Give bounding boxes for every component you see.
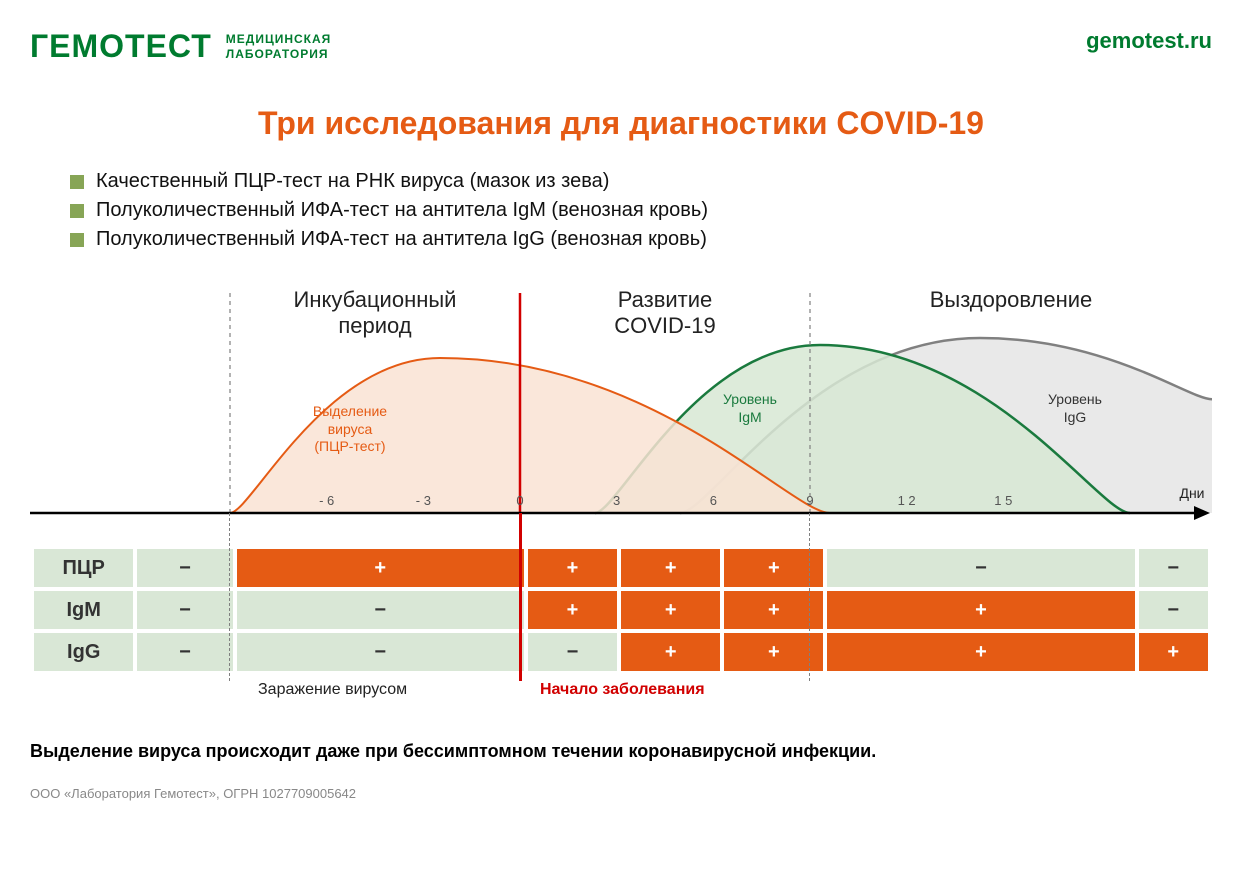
row-header: IgM bbox=[34, 591, 133, 629]
chart-label: Выделениевируса(ПЦР-тест) bbox=[295, 403, 405, 456]
svg-text:0: 0 bbox=[516, 493, 523, 508]
cell-positive: + bbox=[621, 591, 720, 629]
cell-positive: + bbox=[827, 591, 1134, 629]
bullet-marker-icon bbox=[70, 233, 84, 247]
cell-positive: + bbox=[621, 549, 720, 587]
cell-negative: − bbox=[237, 633, 524, 671]
table-row: IgG−−−++++ bbox=[34, 633, 1208, 671]
bullet-item: Полуколичественный ИФА-тест на антитела … bbox=[70, 228, 1212, 251]
diagnostic-timeline-chart: - 6 - 3 0 3 6 9 1 2 1 5 Инкубационныйпериод Разв… bbox=[30, 283, 1212, 543]
bullet-text: Качественный ПЦР-тест на РНК вируса (маз… bbox=[96, 170, 609, 193]
cell-positive: + bbox=[827, 633, 1134, 671]
cell-positive: + bbox=[528, 549, 617, 587]
site-url: gemotest.ru bbox=[1086, 28, 1212, 54]
bullet-text: Полуколичественный ИФА-тест на антитела … bbox=[96, 228, 707, 251]
chart-label: УровеньIgM bbox=[695, 391, 805, 426]
bullet-list: Качественный ПЦР-тест на РНК вируса (маз… bbox=[70, 170, 1212, 251]
svg-text:1 2: 1 2 bbox=[898, 493, 916, 508]
table-row: IgM−−++++− bbox=[34, 591, 1208, 629]
timeline-annotations: Заражение вирусом Начало заболевания bbox=[30, 681, 1212, 711]
footnote: Выделение вируса происходит даже при бес… bbox=[30, 741, 1212, 762]
svg-text:3: 3 bbox=[613, 493, 620, 508]
svg-text:9: 9 bbox=[806, 493, 813, 508]
results-table: ПЦР−++++−−IgM−−++++−IgG−−−++++ bbox=[30, 545, 1212, 675]
cell-negative: − bbox=[137, 591, 232, 629]
logo: ГЕМОТЕСТ МЕДИЦИНСКАЯ ЛАБОРАТОРИЯ bbox=[30, 28, 331, 65]
cell-negative: − bbox=[1139, 591, 1208, 629]
bullet-item: Полуколичественный ИФА-тест на антитела … bbox=[70, 199, 1212, 222]
infection-label: Заражение вирусом bbox=[258, 681, 407, 699]
row-header: IgG bbox=[34, 633, 133, 671]
cell-positive: + bbox=[1139, 633, 1208, 671]
cell-negative: − bbox=[827, 549, 1134, 587]
logo-sub-line1: МЕДИЦИНСКАЯ bbox=[226, 32, 332, 47]
cell-negative: − bbox=[137, 549, 232, 587]
vertical-divider bbox=[229, 513, 230, 681]
chart-label: РазвитиеCOVID-19 bbox=[545, 287, 785, 339]
svg-text:6: 6 bbox=[710, 493, 717, 508]
cell-negative: − bbox=[528, 633, 617, 671]
table-row: ПЦР−++++−− bbox=[34, 549, 1208, 587]
bullet-marker-icon bbox=[70, 175, 84, 189]
page-title: Три исследования для диагностики COVID-1… bbox=[30, 105, 1212, 142]
header: ГЕМОТЕСТ МЕДИЦИНСКАЯ ЛАБОРАТОРИЯ gemotes… bbox=[30, 28, 1212, 65]
bullet-marker-icon bbox=[70, 204, 84, 218]
logo-sub-line2: ЛАБОРАТОРИЯ bbox=[226, 47, 332, 62]
svg-text:1 5: 1 5 bbox=[994, 493, 1012, 508]
vertical-divider bbox=[519, 513, 522, 681]
legal-footer: ООО «Лаборатория Гемотест», ОГРН 1027709… bbox=[30, 786, 1212, 801]
cell-positive: + bbox=[237, 549, 524, 587]
disease-onset-label: Начало заболевания bbox=[540, 681, 705, 699]
logo-subtitle: МЕДИЦИНСКАЯ ЛАБОРАТОРИЯ bbox=[226, 32, 332, 62]
chart-label: Инкубационныйпериод bbox=[255, 287, 495, 339]
cell-positive: + bbox=[528, 591, 617, 629]
cell-negative: − bbox=[137, 633, 232, 671]
logo-main: ГЕМОТЕСТ bbox=[30, 28, 212, 65]
chart-label: Дни bbox=[1167, 485, 1217, 503]
cell-negative: − bbox=[237, 591, 524, 629]
vertical-divider bbox=[809, 513, 810, 681]
svg-text:- 3: - 3 bbox=[416, 493, 431, 508]
chart-label: УровеньIgG bbox=[1020, 391, 1130, 426]
bullet-text: Полуколичественный ИФА-тест на антитела … bbox=[96, 199, 708, 222]
svg-text:- 6: - 6 bbox=[319, 493, 334, 508]
cell-negative: − bbox=[1139, 549, 1208, 587]
row-header: ПЦР bbox=[34, 549, 133, 587]
bullet-item: Качественный ПЦР-тест на РНК вируса (маз… bbox=[70, 170, 1212, 193]
cell-positive: + bbox=[621, 633, 720, 671]
chart-label: Выздоровление bbox=[891, 287, 1131, 313]
